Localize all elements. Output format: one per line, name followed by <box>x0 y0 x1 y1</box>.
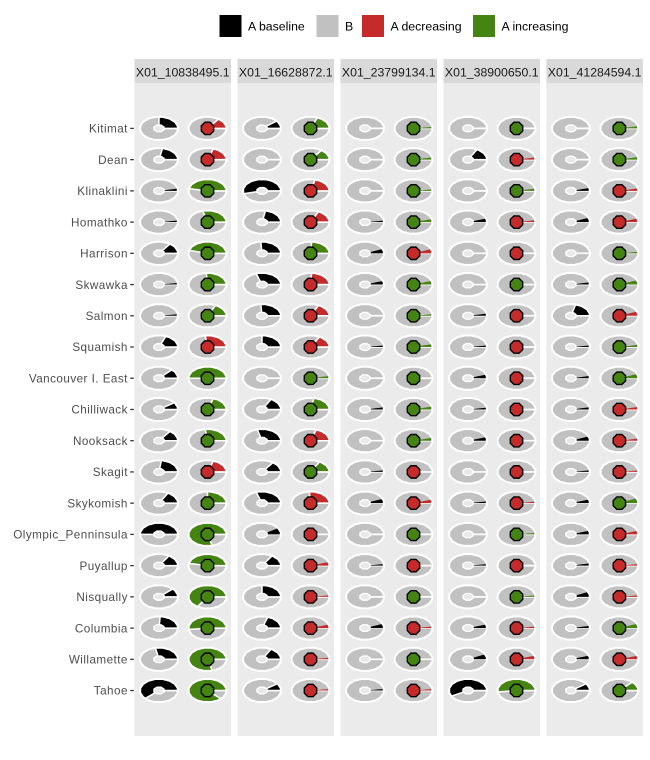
svg-text:Skagit: Skagit <box>93 466 128 479</box>
svg-text:Nisqually: Nisqually <box>76 591 127 604</box>
svg-text:A increasing: A increasing <box>502 19 569 33</box>
svg-text:Tahoe: Tahoe <box>94 685 128 698</box>
svg-text:X01_16628872.1: X01_16628872.1 <box>239 66 333 80</box>
svg-text:A baseline: A baseline <box>248 19 305 33</box>
svg-text:Salmon: Salmon <box>86 310 128 323</box>
svg-text:Skwawka: Skwawka <box>75 279 128 292</box>
svg-text:X01_41284594.1: X01_41284594.1 <box>548 66 642 80</box>
svg-text:Kitimat: Kitimat <box>89 123 128 136</box>
svg-text:Columbia: Columbia <box>75 622 128 635</box>
svg-text:B: B <box>345 19 353 33</box>
svg-text:Olympic_Penninsula: Olympic_Penninsula <box>13 529 128 542</box>
svg-text:Puyallup: Puyallup <box>79 560 127 573</box>
svg-text:Vancouver I. East: Vancouver I. East <box>29 372 128 385</box>
svg-text:Klinaklini: Klinaklini <box>77 185 128 198</box>
svg-text:X01_10838495.1: X01_10838495.1 <box>136 66 230 80</box>
svg-text:X01_23799134.1: X01_23799134.1 <box>342 66 436 80</box>
svg-text:A decreasing: A decreasing <box>391 19 462 33</box>
svg-text:Harrison: Harrison <box>80 248 128 261</box>
svg-text:Squamish: Squamish <box>72 341 128 354</box>
svg-text:Chilliwack: Chilliwack <box>71 404 127 417</box>
svg-text:Homathko: Homathko <box>71 216 128 229</box>
svg-text:X01_38900650.1: X01_38900650.1 <box>445 66 539 80</box>
svg-text:Willamette: Willamette <box>69 654 128 667</box>
svg-text:Skykomish: Skykomish <box>67 497 128 510</box>
svg-text:Dean: Dean <box>98 154 128 167</box>
svg-text:Nooksack: Nooksack <box>73 435 128 448</box>
